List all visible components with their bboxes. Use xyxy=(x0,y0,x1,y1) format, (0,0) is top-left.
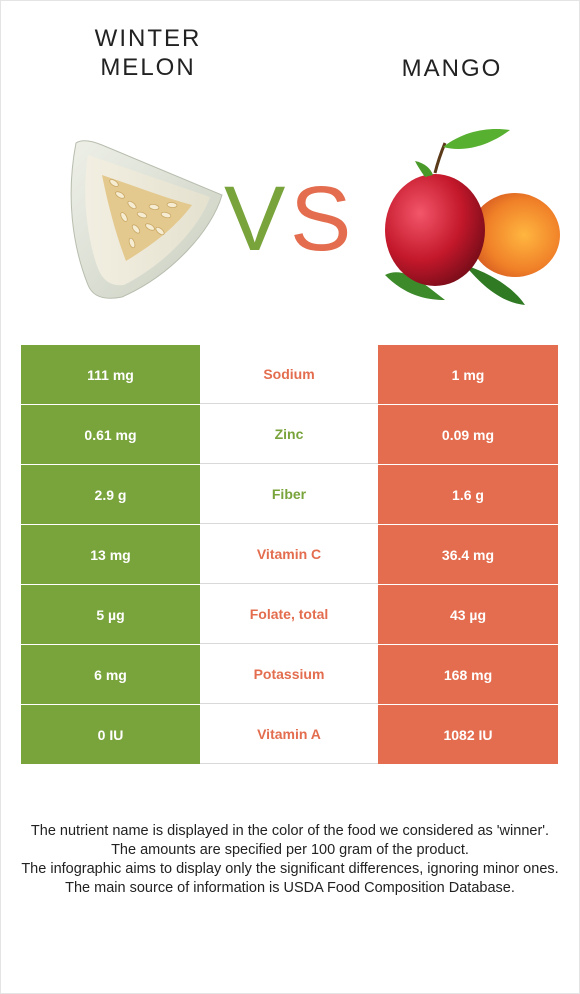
right-value-cell: 168 mg xyxy=(378,645,558,704)
nutrient-name-cell: Potassium xyxy=(200,645,378,704)
left-value-cell: 0.61 mg xyxy=(21,405,200,464)
nutrient-name-cell: Zinc xyxy=(200,405,378,464)
footnote-source: The main source of information is USDA F… xyxy=(65,880,515,896)
footnote-amount-basis: The amounts are specified per 100 gram o… xyxy=(111,842,469,858)
vs-letter-v: V xyxy=(224,170,285,260)
left-food-title: WINTER MELON xyxy=(58,24,238,82)
nutrient-name-cell: Folate, total xyxy=(200,585,378,644)
nutrient-name-cell: Vitamin C xyxy=(200,525,378,584)
nutrient-name-cell: Fiber xyxy=(200,465,378,524)
left-food-title-line1: WINTER xyxy=(94,25,202,52)
left-value-cell: 0 IU xyxy=(21,705,200,764)
right-value-cell: 43 µg xyxy=(378,585,558,644)
right-food-title: MANGO xyxy=(401,55,503,82)
table-row: 111 mg Sodium 1 mg xyxy=(21,344,558,405)
right-value-cell: 0.09 mg xyxy=(378,405,558,464)
footnote: The nutrient name is displayed in the co… xyxy=(20,822,560,898)
table-row: 0 IU Vitamin A 1082 IU xyxy=(21,705,558,765)
nutrient-name-cell: Vitamin A xyxy=(200,705,378,764)
left-value-cell: 111 mg xyxy=(21,345,200,404)
left-value-cell: 13 mg xyxy=(21,525,200,584)
vs-label: V S xyxy=(224,170,351,260)
table-row: 2.9 g Fiber 1.6 g xyxy=(21,465,558,525)
left-value-cell: 6 mg xyxy=(21,645,200,704)
left-value-cell: 2.9 g xyxy=(21,465,200,524)
nutrient-comparison-table: 111 mg Sodium 1 mg 0.61 mg Zinc 0.09 mg … xyxy=(21,344,558,765)
footnote-winner-color: The nutrient name is displayed in the co… xyxy=(30,823,550,839)
vs-letter-s: S xyxy=(290,170,351,260)
table-row: 0.61 mg Zinc 0.09 mg xyxy=(21,405,558,465)
right-value-cell: 1082 IU xyxy=(378,705,558,764)
footnote-significance: The infographic aims to display only the… xyxy=(21,861,559,877)
mango-image xyxy=(385,128,560,305)
left-food-title-line2: MELON xyxy=(100,54,196,81)
right-value-cell: 36.4 mg xyxy=(378,525,558,584)
left-value-cell: 5 µg xyxy=(21,585,200,644)
right-value-cell: 1.6 g xyxy=(378,465,558,524)
nutrient-name-cell: Sodium xyxy=(200,345,378,404)
table-row: 6 mg Potassium 168 mg xyxy=(21,645,558,705)
right-value-cell: 1 mg xyxy=(378,345,558,404)
table-row: 13 mg Vitamin C 36.4 mg xyxy=(21,525,558,585)
table-row: 5 µg Folate, total 43 µg xyxy=(21,585,558,645)
winter-melon-image xyxy=(70,140,223,299)
